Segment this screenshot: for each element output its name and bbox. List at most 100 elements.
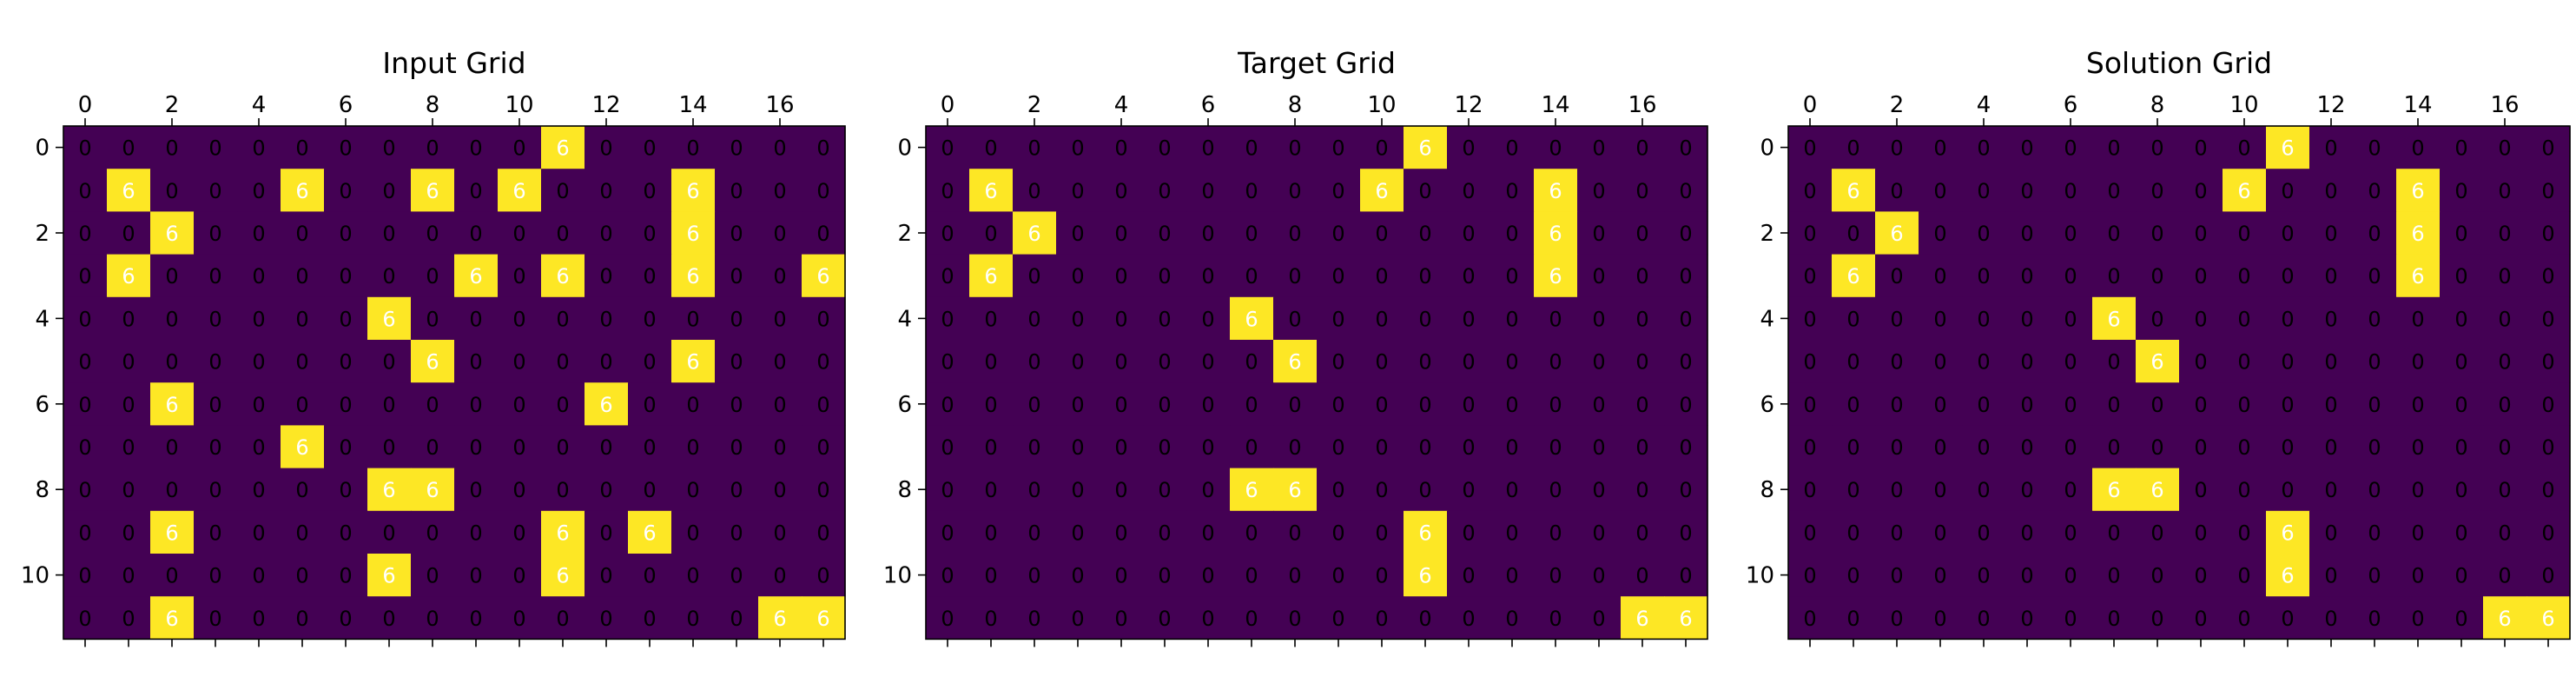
grid-cell — [2005, 211, 2050, 256]
cell-value: 0 — [1158, 264, 1171, 289]
cell-value: 0 — [1331, 350, 1344, 375]
cell-value: 0 — [2368, 179, 2381, 203]
grid-cell — [1056, 554, 1100, 597]
grid-cell — [2092, 510, 2137, 554]
grid-cell — [1962, 340, 2006, 383]
grid-cell — [1100, 340, 1144, 383]
cell-value: 0 — [78, 564, 91, 588]
grid-cell — [1534, 211, 1578, 256]
grid-cell — [281, 468, 325, 512]
cell-value: 0 — [2281, 478, 2294, 502]
grid-cell — [2223, 382, 2267, 426]
cell-value: 0 — [984, 350, 997, 375]
grid-cell — [150, 468, 195, 512]
grid-cell — [1962, 296, 2006, 341]
cell-value: 0 — [1549, 136, 1562, 161]
grid-cell — [324, 510, 368, 554]
grid-cell — [541, 510, 585, 554]
grid-cell — [1621, 169, 1665, 212]
grid-cell — [324, 211, 368, 256]
cell-value: 0 — [1331, 222, 1344, 246]
grid-cell — [63, 554, 108, 597]
grid-cell — [2353, 254, 2397, 298]
grid-cell — [1832, 425, 1876, 469]
cell-value: 0 — [426, 564, 439, 588]
grid-cell — [1013, 425, 1057, 469]
grid-cell — [2092, 468, 2137, 512]
grid-cell — [2049, 254, 2093, 298]
cell-value: 0 — [2064, 222, 2077, 246]
grid-cell — [2353, 382, 2397, 426]
cell-value: 0 — [2498, 307, 2511, 331]
cell-value: 0 — [556, 607, 569, 631]
cell-value: 0 — [2541, 521, 2554, 545]
cell-value: 0 — [1592, 222, 1605, 246]
cell-value: 0 — [2194, 478, 2207, 502]
cell-value: 6 — [686, 179, 699, 203]
grid-cell — [1230, 211, 1274, 256]
grid-cell — [150, 554, 195, 597]
cell-value: 0 — [1331, 521, 1344, 545]
cell-value: 6 — [556, 264, 569, 289]
cell-value: 0 — [1549, 607, 1562, 631]
cell-value: 0 — [2498, 264, 2511, 289]
grid-cell — [1230, 382, 1274, 426]
grid-cell — [2483, 382, 2527, 426]
cell-value: 0 — [2324, 521, 2337, 545]
cell-value: 0 — [1245, 393, 1258, 417]
y-tick-label: 8 — [897, 477, 912, 503]
cell-value: 0 — [1505, 222, 1518, 246]
grid-cell — [1664, 169, 1708, 212]
grid-cell — [1875, 596, 1919, 640]
cell-value: 0 — [1933, 179, 1946, 203]
cell-value: 0 — [252, 607, 265, 631]
grid-cell — [1577, 554, 1622, 597]
cell-value: 0 — [984, 435, 997, 460]
grid-cell — [2526, 254, 2571, 298]
grid-cell — [237, 425, 281, 469]
grid-cell — [2396, 554, 2441, 597]
cell-value: 0 — [1977, 307, 1990, 331]
cell-value: 0 — [1462, 264, 1475, 289]
grid-cell — [237, 296, 281, 341]
cell-value: 0 — [295, 222, 308, 246]
cell-value: 0 — [208, 136, 221, 161]
grid-cell — [194, 596, 238, 640]
grid-cell — [411, 382, 455, 426]
cell-value: 0 — [1977, 179, 1990, 203]
grid-cell — [715, 296, 759, 341]
grid-cell — [2309, 211, 2354, 256]
cell-value: 0 — [339, 435, 352, 460]
grid-cell — [1360, 340, 1404, 383]
grid-cell — [1577, 596, 1622, 640]
grid-cell — [1490, 468, 1535, 512]
cell-value: 0 — [295, 264, 308, 289]
grid-cell — [2353, 169, 2397, 212]
grid-cell — [585, 169, 629, 212]
cell-value: 0 — [643, 307, 656, 331]
grid-cell — [2136, 596, 2180, 640]
grid-cell — [969, 169, 1014, 212]
cell-value: 0 — [2368, 521, 2381, 545]
grid-cell — [1490, 254, 1535, 298]
grid-cell — [1100, 296, 1144, 341]
grid-cell — [2526, 596, 2571, 640]
solution-grid-panel: Solution Grid 0 0 0 0 0 0 0 0 0 0 0 6 0 0 0 0 0 0 0 6 0 0 0 0 0 0 0… — [1746, 46, 2571, 647]
cell-value: 0 — [941, 136, 954, 161]
cell-value: 0 — [2107, 607, 2120, 631]
cell-value: 0 — [2020, 435, 2033, 460]
cell-value: 0 — [1549, 393, 1562, 417]
cell-value: 0 — [2020, 222, 2033, 246]
grid-cell — [2005, 554, 2050, 597]
cell-value: 0 — [773, 264, 786, 289]
grid-cell — [671, 554, 716, 597]
grid-cell — [1100, 211, 1144, 256]
grid-cell — [2223, 510, 2267, 554]
grid-cell — [1360, 254, 1404, 298]
cell-value: 0 — [1418, 435, 1431, 460]
grid-cell — [802, 340, 846, 383]
cell-value: 0 — [599, 179, 612, 203]
cell-value: 0 — [1505, 264, 1518, 289]
grid-cell — [107, 596, 151, 640]
cell-value: 6 — [1549, 179, 1562, 203]
